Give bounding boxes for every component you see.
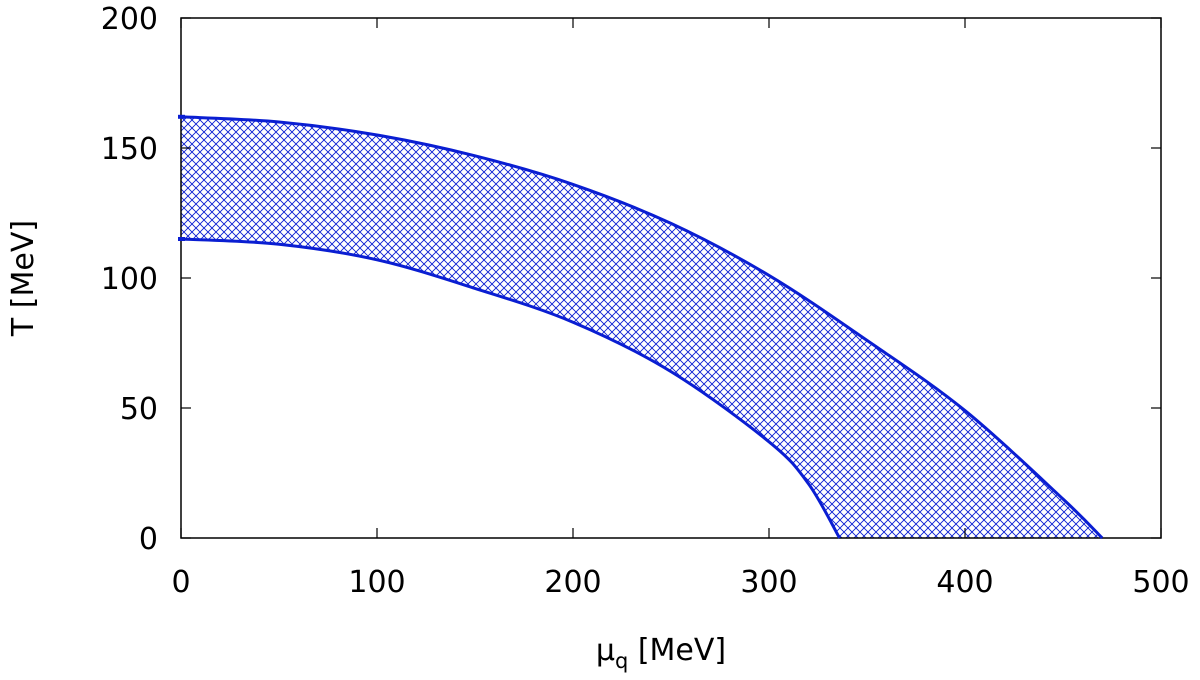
y-axis-label: T [MeV] — [6, 220, 41, 337]
y-tick-label: 100 — [101, 262, 158, 297]
curves-layer — [178, 114, 1104, 540]
x-tick-label: 500 — [1132, 565, 1189, 600]
x-tick-label: 400 — [936, 565, 993, 600]
x-tick-label: 100 — [348, 565, 405, 600]
band-layer — [181, 116, 1103, 539]
tick-labels-layer: 0 100 200 300 400 500 0 50 100 150 200 — [101, 2, 1190, 600]
y-tick-label: 200 — [101, 2, 158, 37]
y-tick-label: 50 — [120, 392, 158, 427]
x-tick-label: 300 — [740, 565, 797, 600]
lower-boundary-curve — [180, 237, 841, 539]
y-tick-label: 150 — [101, 132, 158, 167]
crossover-band — [181, 116, 1103, 539]
ticks-layer — [180, 17, 1162, 539]
x-tick-label: 0 — [171, 565, 190, 600]
y-tick-label: 0 — [139, 522, 158, 557]
x-tick-label: 200 — [544, 565, 601, 600]
upper-boundary-curve — [180, 115, 1104, 540]
x-axis-label: μq [MeV] — [596, 633, 726, 673]
